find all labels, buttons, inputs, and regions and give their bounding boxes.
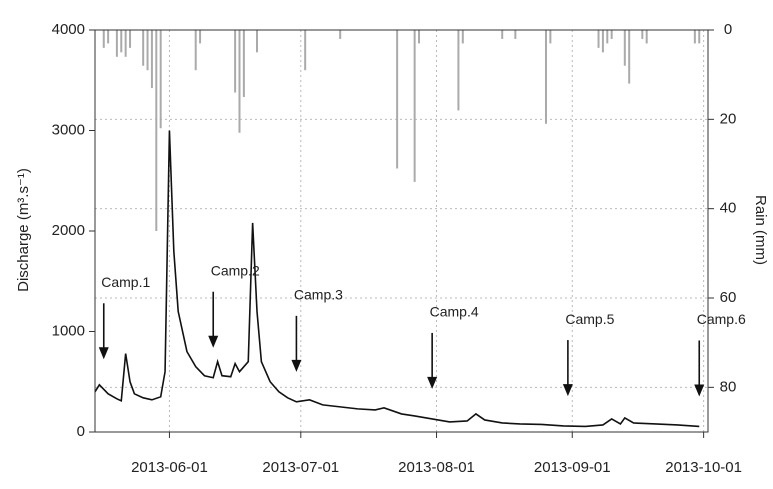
rain-bar bbox=[610, 30, 613, 39]
rain-bar bbox=[628, 30, 631, 84]
annotation: Camp.3 bbox=[294, 287, 343, 303]
rain-bar bbox=[242, 30, 245, 97]
annotation: Camp.6 bbox=[697, 311, 746, 327]
y-tick-label: 1000 bbox=[52, 322, 85, 339]
rain-bar bbox=[155, 30, 158, 231]
rain-bar bbox=[606, 30, 609, 44]
rain-bar bbox=[396, 30, 399, 169]
rain-bar bbox=[256, 30, 259, 53]
rain-bar bbox=[418, 30, 421, 44]
rain-bar bbox=[514, 30, 517, 39]
annotation-arrowhead bbox=[562, 384, 573, 397]
rain-bar bbox=[102, 30, 105, 48]
annotation-arrowhead bbox=[427, 376, 438, 389]
y-tick-label: 3000 bbox=[52, 121, 85, 138]
y-tick-label: 0 bbox=[77, 423, 85, 440]
rain-bar bbox=[120, 30, 123, 53]
rain-bar bbox=[339, 30, 342, 39]
rain-bar bbox=[107, 30, 110, 44]
annotation: Camp.1 bbox=[101, 274, 150, 290]
x-tick-label: 2013-08-01 bbox=[398, 459, 475, 476]
rain-bar bbox=[601, 30, 604, 53]
y-axis-label: Discharge (m³.s⁻¹) bbox=[15, 168, 32, 292]
y2-tick-label: 80 bbox=[720, 378, 737, 395]
y2-tick-label: 40 bbox=[720, 200, 737, 217]
rain-bar bbox=[115, 30, 118, 57]
y2-tick-label: 60 bbox=[720, 289, 737, 306]
rain-bar bbox=[199, 30, 202, 44]
x-tick-label: 2013-06-01 bbox=[131, 459, 208, 476]
rain-bar bbox=[549, 30, 552, 44]
rain-bar bbox=[304, 30, 307, 71]
annotation: Camp.5 bbox=[565, 311, 614, 327]
rain-bar bbox=[124, 30, 127, 57]
rain-bar bbox=[597, 30, 600, 48]
annotation-arrowhead bbox=[98, 347, 109, 360]
rain-bar bbox=[413, 30, 416, 182]
rain-bar bbox=[194, 30, 197, 71]
annotation-arrowhead bbox=[291, 359, 302, 372]
rain-bar bbox=[146, 30, 149, 71]
rain-bar bbox=[150, 30, 153, 89]
rain-bar bbox=[238, 30, 241, 133]
x-tick-label: 2013-07-01 bbox=[262, 459, 339, 476]
rain-bar bbox=[461, 30, 464, 44]
rain-bar bbox=[698, 30, 701, 44]
rain-bar bbox=[641, 30, 644, 39]
rain-bar bbox=[544, 30, 547, 124]
y2-tick-label: 20 bbox=[720, 110, 737, 127]
y2-tick-label: 0 bbox=[724, 21, 732, 38]
annotation: Camp.2 bbox=[211, 262, 260, 278]
rain-bar bbox=[693, 30, 696, 44]
y-tick-label: 4000 bbox=[52, 21, 85, 38]
x-tick-label: 2013-09-01 bbox=[534, 459, 611, 476]
plot-frame bbox=[94, 29, 709, 433]
rain-bar bbox=[457, 30, 460, 111]
y-tick-label: 2000 bbox=[52, 222, 85, 239]
rain-bar bbox=[129, 30, 132, 48]
rain-bar bbox=[234, 30, 237, 93]
rain-bar bbox=[501, 30, 504, 39]
discharge-line bbox=[94, 130, 700, 428]
annotation-arrowhead bbox=[694, 384, 705, 397]
annotation-arrowhead bbox=[208, 335, 219, 348]
rain-bar bbox=[623, 30, 626, 66]
rain-bar bbox=[645, 30, 648, 44]
rain-bar bbox=[142, 30, 145, 66]
annotation: Camp.4 bbox=[430, 304, 479, 320]
rain-bar bbox=[159, 30, 162, 129]
x-tick-label: 2013-10-01 bbox=[665, 459, 742, 476]
y2-axis-label: Rain (mm) bbox=[752, 195, 769, 265]
